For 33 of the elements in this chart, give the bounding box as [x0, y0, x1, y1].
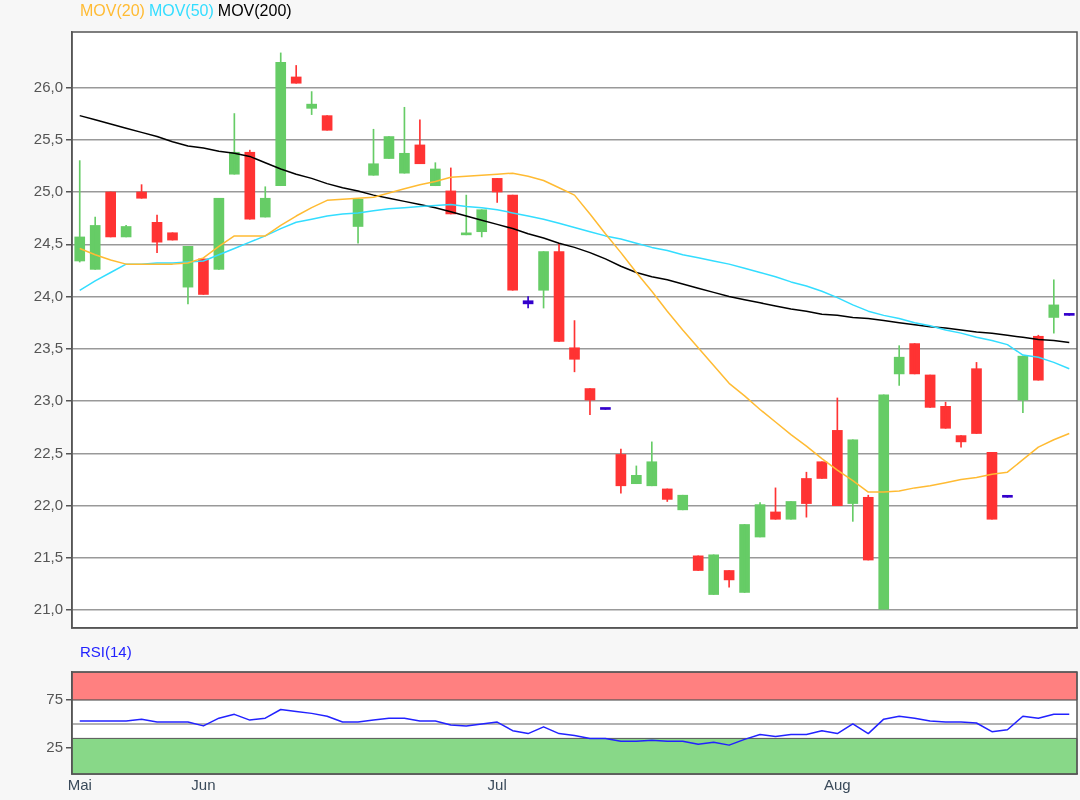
text: MOV(20) [80, 2, 145, 20]
candlestick [924, 374, 936, 408]
candlestick [383, 136, 395, 159]
text: MOV(200) [217, 2, 292, 20]
y-tick-label: 24,5 [33, 234, 63, 252]
candlestick [692, 555, 704, 571]
candlestick [213, 197, 225, 270]
x-tick-label: Mai [67, 776, 92, 794]
y-tick-label: 22,0 [33, 495, 63, 513]
candlestick [986, 452, 998, 520]
y-tick-label: 25 [46, 738, 63, 756]
candlestick [677, 494, 689, 511]
y-tick-label: 21,0 [33, 600, 63, 618]
y-tick-label: 24,0 [33, 286, 63, 304]
text: RSI(14) [80, 643, 132, 660]
y-tick-label: 25,5 [33, 129, 63, 147]
candlestick [321, 115, 333, 131]
x-tick-label: Jun [191, 776, 216, 794]
text: MOV(50) [148, 2, 214, 20]
candlestick [1063, 313, 1075, 316]
x-tick-label: Jul [487, 776, 507, 794]
candlestick [816, 461, 828, 479]
y-tick-label: 25,0 [33, 182, 63, 200]
y-tick-label: 22,5 [33, 443, 63, 461]
y-tick-label: 21,5 [33, 548, 63, 566]
candlestick [785, 501, 797, 520]
candlestick [600, 407, 611, 410]
y-tick-label: 23,0 [33, 391, 63, 409]
x-tick-label: Aug [823, 776, 851, 794]
y-tick-label: 75 [46, 690, 63, 708]
y-tick-label: 23,5 [33, 338, 63, 356]
candlestick [878, 394, 890, 610]
y-tick-label: 26,0 [33, 77, 63, 95]
